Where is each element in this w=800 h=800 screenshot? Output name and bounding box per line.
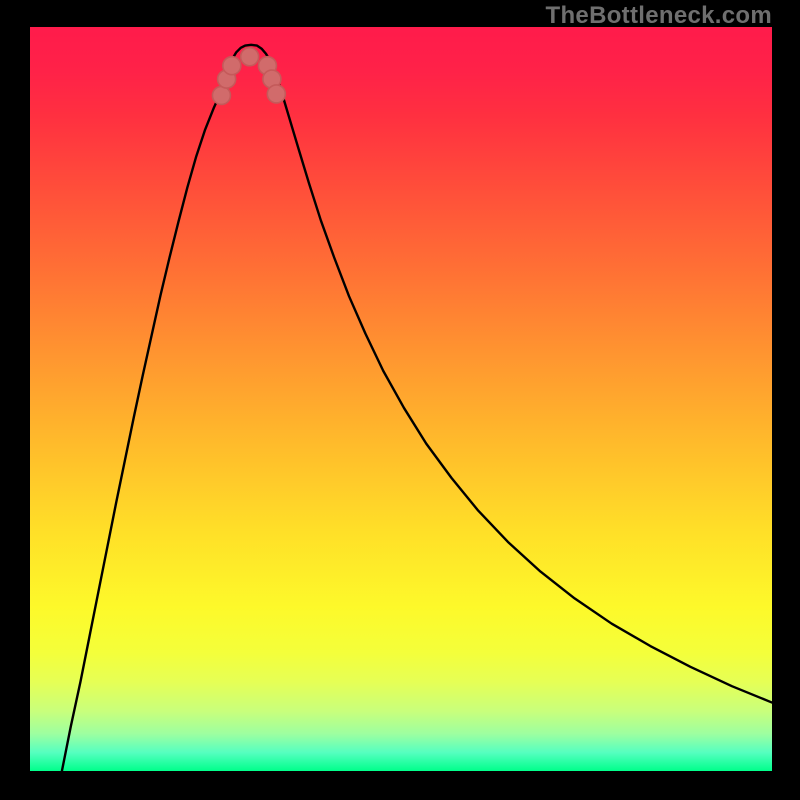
plot-background — [30, 27, 772, 771]
watermark-text: TheBottleneck.com — [546, 2, 772, 30]
bottleneck-chart — [0, 0, 800, 800]
marker-dot — [212, 86, 230, 104]
marker-dot — [223, 57, 241, 75]
marker-dot — [267, 85, 285, 103]
marker-dot — [241, 48, 259, 66]
